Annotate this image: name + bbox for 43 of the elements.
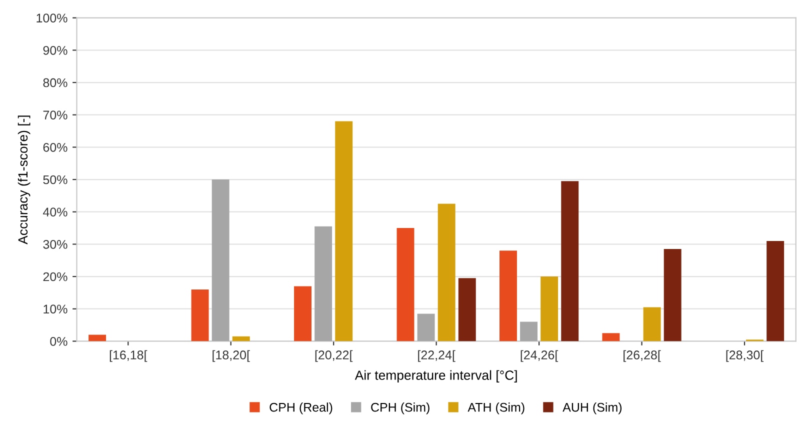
bar — [643, 307, 661, 342]
x-tick-label: [24,26[ — [520, 350, 558, 362]
bar — [540, 276, 558, 342]
bar — [561, 181, 579, 342]
y-tick-label: 70% — [43, 110, 68, 120]
bar — [766, 240, 784, 342]
bar — [232, 336, 250, 342]
y-tick-label: 100% — [36, 14, 68, 22]
bar — [396, 228, 414, 342]
bar — [438, 204, 456, 342]
y-tick-label: 40% — [43, 208, 68, 216]
y-axis-title: Accuracy (f1-score) [-] — [18, 116, 30, 244]
x-tick-label: [28,30[ — [726, 350, 764, 362]
y-tick-label: 90% — [43, 46, 68, 55]
legend-label: CPH (Sim) — [371, 402, 430, 414]
bar — [212, 180, 230, 342]
legend-label: AUH (Sim) — [562, 402, 622, 414]
y-tick-label: 80% — [43, 78, 68, 88]
y-tick-label: 10% — [44, 304, 68, 314]
x-tick-label: [20,22[ — [315, 350, 353, 362]
bar — [417, 314, 435, 342]
bar — [88, 334, 106, 342]
y-tick-label: 60% — [43, 142, 68, 152]
bar — [191, 289, 209, 342]
bar — [294, 286, 312, 342]
x-tick-label: [16,18[ — [110, 350, 148, 362]
y-tick-label: 0% — [50, 336, 68, 346]
bar — [602, 333, 620, 342]
bar — [458, 278, 476, 342]
bar — [520, 322, 538, 342]
legend-label: ATH (Sim) — [468, 402, 524, 414]
x-tick-label: [22,24[ — [418, 350, 456, 362]
bar — [335, 121, 353, 342]
y-tick-label: 30% — [43, 240, 68, 249]
x-tick-label: [18,20[ — [212, 350, 250, 362]
bar — [664, 249, 682, 342]
y-tick-label: 50% — [43, 175, 68, 184]
x-axis-title: Air temperature interval [°C] — [354, 370, 517, 383]
y-tick-label: 20% — [43, 272, 68, 282]
x-tick-label: [26,28[ — [624, 350, 661, 362]
bar — [314, 226, 332, 342]
bar — [500, 250, 517, 342]
legend-label: CPH (Real) — [270, 402, 332, 414]
